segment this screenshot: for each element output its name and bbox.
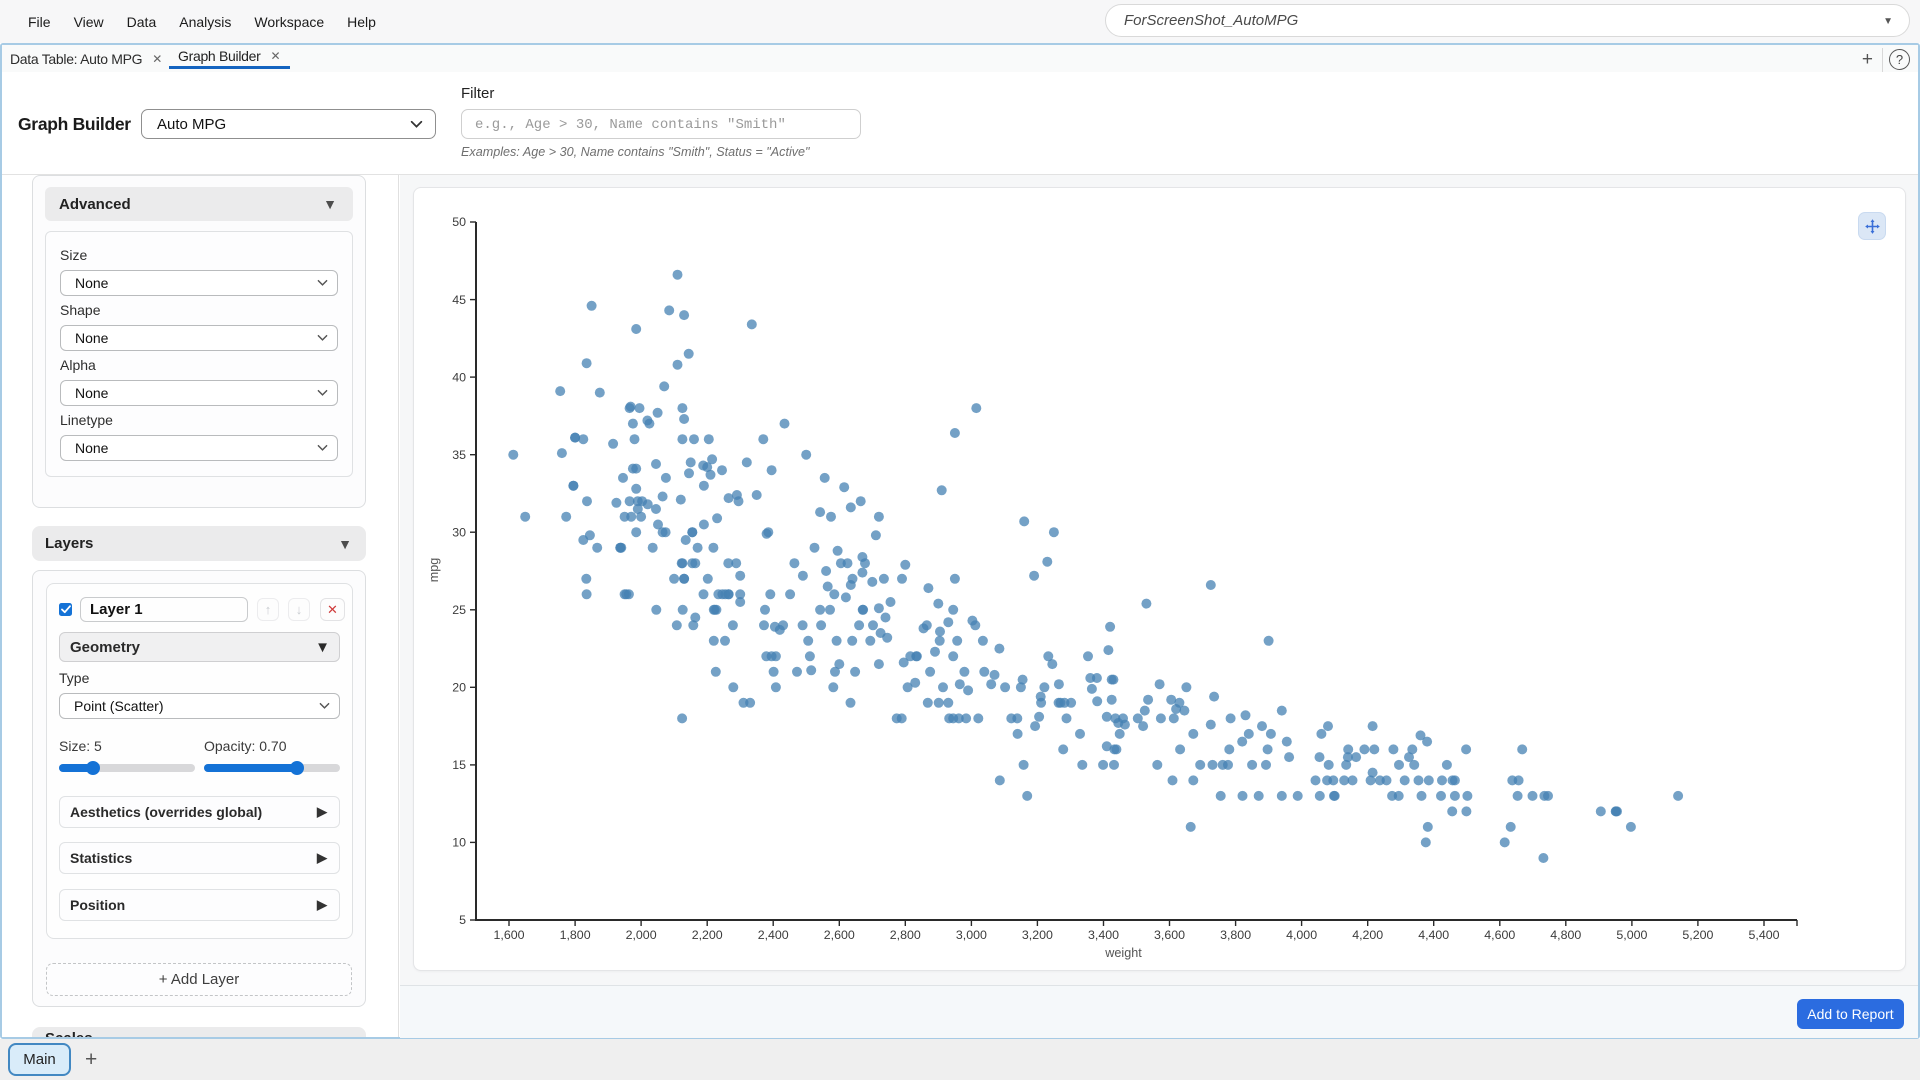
svg-text:10: 10 [452, 836, 466, 850]
svg-text:mpg: mpg [427, 558, 441, 583]
svg-text:25: 25 [452, 603, 466, 617]
svg-text:3,200: 3,200 [1022, 928, 1053, 942]
svg-text:35: 35 [452, 448, 466, 462]
svg-text:15: 15 [452, 758, 466, 772]
svg-text:3,800: 3,800 [1220, 928, 1251, 942]
svg-text:3,000: 3,000 [956, 928, 987, 942]
svg-text:4,000: 4,000 [1286, 928, 1317, 942]
svg-text:4,800: 4,800 [1550, 928, 1581, 942]
svg-text:2,400: 2,400 [758, 928, 789, 942]
svg-text:3,600: 3,600 [1154, 928, 1185, 942]
svg-text:5,000: 5,000 [1616, 928, 1647, 942]
svg-text:2,200: 2,200 [692, 928, 723, 942]
svg-text:50: 50 [452, 215, 466, 229]
svg-text:3,400: 3,400 [1088, 928, 1119, 942]
svg-text:20: 20 [452, 681, 466, 695]
svg-text:2,800: 2,800 [890, 928, 921, 942]
svg-text:45: 45 [452, 293, 466, 307]
svg-text:4,200: 4,200 [1352, 928, 1383, 942]
svg-text:1,800: 1,800 [560, 928, 591, 942]
svg-text:weight: weight [1104, 946, 1142, 960]
svg-text:2,000: 2,000 [626, 928, 657, 942]
svg-text:40: 40 [452, 370, 466, 384]
svg-text:5: 5 [459, 913, 466, 927]
svg-text:30: 30 [452, 525, 466, 539]
svg-text:2,600: 2,600 [824, 928, 855, 942]
svg-text:4,400: 4,400 [1418, 928, 1449, 942]
svg-text:4,600: 4,600 [1484, 928, 1515, 942]
svg-text:5,200: 5,200 [1682, 928, 1713, 942]
svg-text:1,600: 1,600 [493, 928, 524, 942]
svg-text:5,400: 5,400 [1748, 928, 1779, 942]
